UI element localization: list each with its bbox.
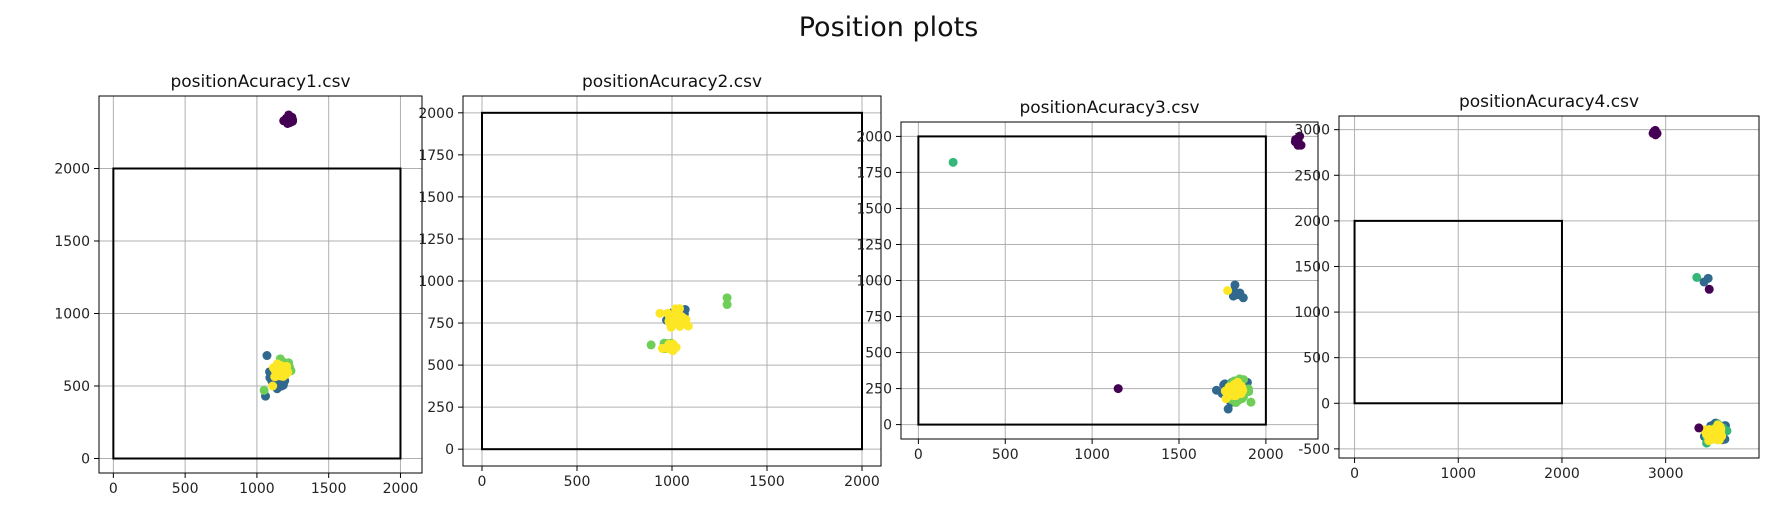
scatter-point [272, 366, 282, 376]
y-tick-label: 1500 [856, 201, 892, 217]
scatter-point [1223, 286, 1233, 296]
y-tick-label: 500 [1303, 351, 1330, 367]
y-tick-label: 2000 [1294, 214, 1330, 230]
boundary-square [112, 167, 402, 460]
y-tick-label: 1000 [54, 307, 90, 323]
y-tick-label: 0 [1321, 396, 1330, 412]
y-tick-label: 1000 [1294, 305, 1330, 321]
scatter-point [671, 342, 681, 352]
scatter-point [646, 340, 656, 350]
x-tick-label: 1000 [1074, 447, 1110, 463]
x-tick-label: 2000 [1248, 447, 1284, 463]
x-tick-label: 1000 [239, 481, 275, 497]
scatter-point [1711, 423, 1721, 433]
boundary-square [481, 111, 863, 451]
subplot-title: positionAcuracy1.csv [170, 72, 350, 92]
y-tick-label: 500 [865, 346, 892, 362]
scatter-point [268, 381, 278, 391]
scatter-point [1220, 386, 1230, 396]
subplot-4: 0 1000 2000 3000 -500 0 500 1000 1500 2000 2500 300… [1294, 92, 1760, 482]
y-tick-label: 1250 [856, 237, 892, 253]
boundary-square [1353, 219, 1563, 405]
scatter-point [1223, 404, 1233, 414]
subplot-title: positionAcuracy3.csv [1019, 98, 1199, 118]
subplot-3: 0 500 1000 1500 2000 0 250 500 750 1000 1250 1500 17… [856, 98, 1319, 463]
scatter-point [1238, 293, 1248, 303]
x-tick-label: 500 [172, 481, 199, 497]
scatter-point [722, 300, 732, 310]
scatter-point [1704, 284, 1714, 294]
y-tick-label: 500 [427, 358, 454, 374]
x-tick-label: 500 [564, 474, 591, 490]
scatter-point [664, 340, 674, 350]
y-tick-label: -500 [1298, 442, 1330, 458]
subplot-2: 0 500 1000 1500 2000 0 250 500 750 1000 1250 1500 17… [418, 72, 882, 490]
x-tick-label: 0 [478, 474, 487, 490]
y-tick-label: 2500 [1294, 168, 1330, 184]
scatter-point [278, 371, 288, 381]
x-tick-label: 3000 [1648, 466, 1684, 482]
scatter-point [262, 351, 272, 361]
scatter-point [1233, 385, 1243, 395]
y-tick-label: 1500 [1294, 259, 1330, 275]
axes-frame [98, 95, 423, 474]
y-tick-label: 750 [427, 316, 454, 332]
x-tick-label: 0 [109, 481, 118, 497]
scatter-point [1651, 130, 1661, 140]
y-tick-label: 1000 [418, 274, 454, 290]
x-tick-label: 1000 [1440, 466, 1476, 482]
scatter-point [683, 321, 693, 331]
x-tick-label: 0 [914, 447, 923, 463]
y-tick-label: 0 [81, 452, 90, 468]
y-tick-label: 0 [883, 418, 892, 434]
y-tick-label: 3000 [1294, 123, 1330, 139]
scatter-point [1293, 134, 1303, 144]
figure-title: Position plots [798, 12, 979, 43]
y-tick-label: 1000 [856, 274, 892, 290]
x-tick-label: 0 [1350, 466, 1359, 482]
x-tick-label: 1500 [311, 481, 347, 497]
x-tick-label: 2000 [844, 474, 880, 490]
y-tick-label: 750 [865, 310, 892, 326]
scatter-point [1230, 280, 1240, 290]
y-tick-label: 2000 [856, 129, 892, 145]
x-tick-label: 500 [992, 447, 1019, 463]
scatter-point [655, 308, 665, 318]
scatter-point [1699, 277, 1709, 287]
y-tick-label: 1500 [54, 234, 90, 250]
x-tick-label: 2000 [383, 481, 419, 497]
scatter-point [279, 363, 289, 373]
scatter-point [1694, 423, 1704, 433]
scatter-point [1113, 384, 1123, 394]
scatter-point [259, 385, 269, 395]
y-tick-label: 250 [427, 400, 454, 416]
scatter-point [667, 312, 677, 322]
y-tick-label: 1500 [418, 190, 454, 206]
y-tick-label: 500 [63, 379, 90, 395]
y-tick-label: 1250 [418, 232, 454, 248]
scatter-point [1692, 272, 1702, 282]
axes-frame [1338, 115, 1760, 459]
scatter-point [1246, 397, 1256, 407]
scatter-point [722, 293, 732, 303]
y-tick-label: 2000 [418, 106, 454, 122]
y-tick-label: 0 [445, 442, 454, 458]
scatter-point [671, 304, 681, 314]
subplot-title: positionAcuracy4.csv [1459, 92, 1639, 112]
x-tick-label: 2000 [1544, 466, 1580, 482]
y-tick-label: 1750 [418, 148, 454, 164]
scatter-point [948, 157, 958, 167]
x-tick-label: 1500 [749, 474, 785, 490]
y-tick-label: 2000 [54, 162, 90, 178]
x-tick-label: 1500 [1161, 447, 1197, 463]
boundary-square [917, 135, 1267, 426]
subplot-1: 0 500 1000 1500 2000 0 500 1000 1500 2000 position… [54, 72, 423, 497]
x-tick-label: 1000 [654, 474, 690, 490]
y-tick-label: 250 [865, 382, 892, 398]
scatter-point [285, 118, 295, 128]
y-tick-label: 1750 [856, 165, 892, 181]
subplot-title: positionAcuracy2.csv [582, 72, 762, 92]
